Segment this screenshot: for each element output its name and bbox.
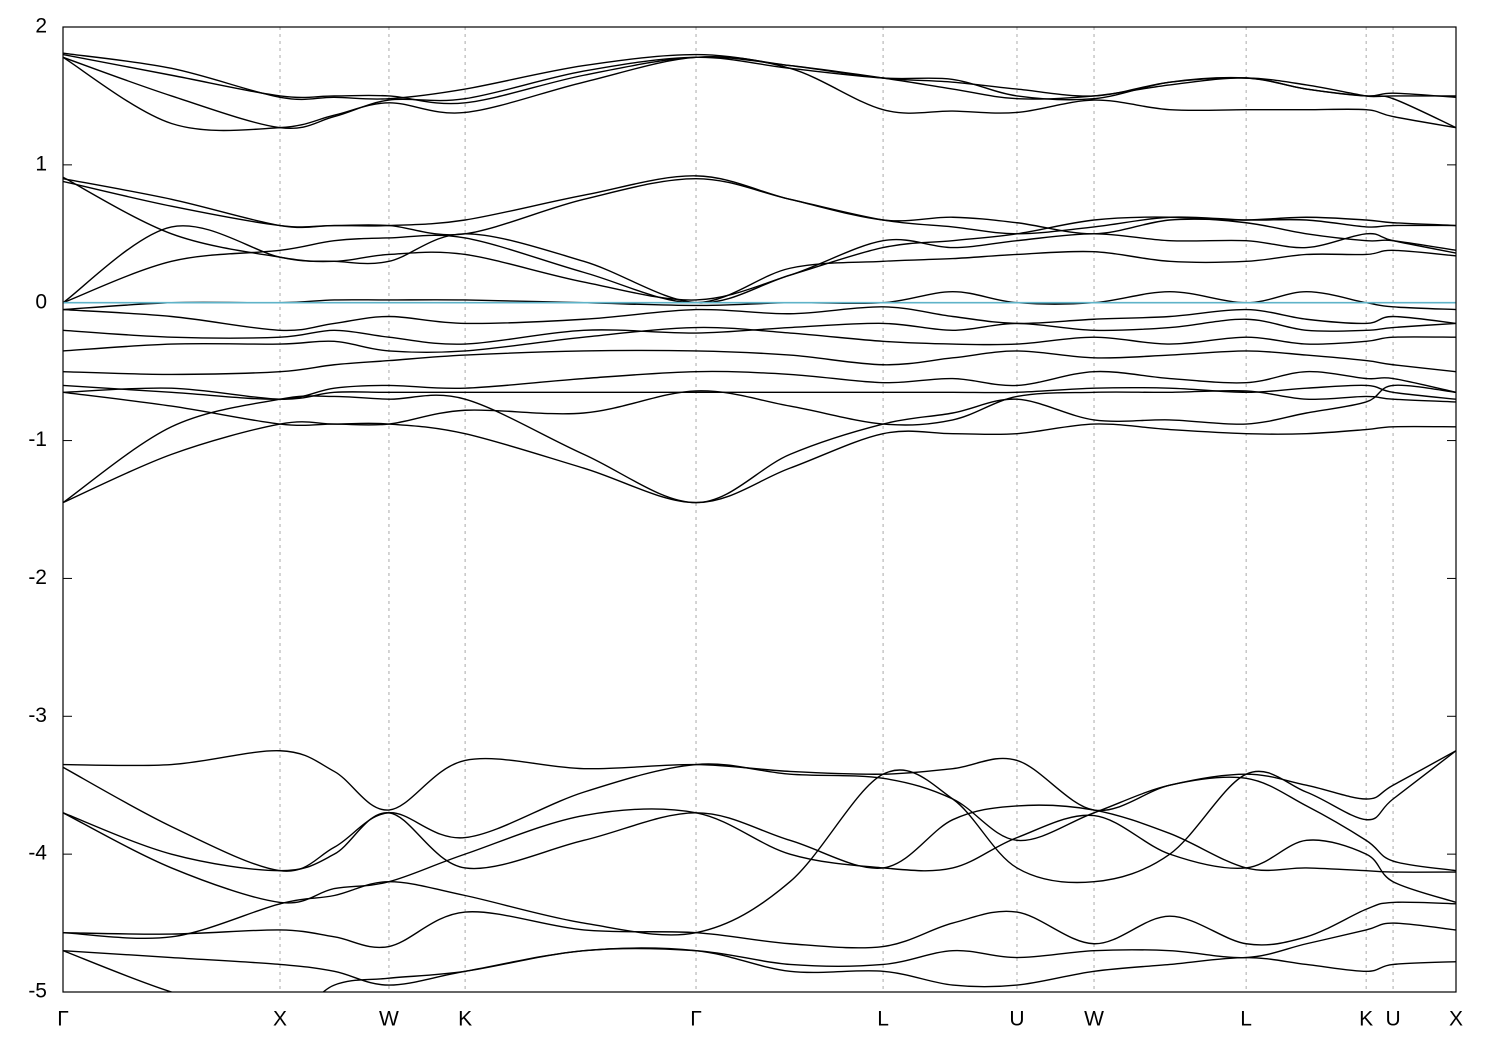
band-line <box>63 947 1456 992</box>
plot-area <box>63 52 1456 992</box>
band-line <box>63 384 1456 400</box>
band-line <box>63 56 1456 130</box>
x-tick-label: L <box>1240 1008 1252 1031</box>
x-tick-label: X <box>273 1008 287 1031</box>
x-tick-label: U <box>1009 1008 1024 1031</box>
band-line <box>63 175 1456 235</box>
x-tick-label: W <box>379 1008 399 1031</box>
x-tick-label: U <box>1385 1008 1400 1031</box>
y-tick-label: -4 <box>28 842 47 865</box>
band-line <box>63 922 1456 986</box>
x-tick-label: Γ <box>57 1008 69 1031</box>
plot-frame <box>62 26 1457 993</box>
band-line <box>63 318 1456 345</box>
band-line <box>63 216 1456 304</box>
x-tick-label: W <box>1084 1008 1104 1031</box>
band-line <box>63 349 1456 376</box>
y-tick-label: 2 <box>35 15 47 38</box>
band-line <box>63 750 1456 812</box>
y-tick-label: 1 <box>35 152 47 175</box>
band-line <box>63 56 1456 132</box>
band-line <box>63 370 1456 400</box>
x-tick-label: K <box>458 1008 472 1031</box>
x-tick-label: X <box>1449 1008 1463 1031</box>
band-line <box>63 421 1456 504</box>
band-line <box>63 808 1456 904</box>
band-line <box>63 384 1456 504</box>
band-line <box>63 306 1456 332</box>
band-line <box>63 804 1456 873</box>
y-tick-label: -1 <box>28 428 47 451</box>
band-line <box>63 763 1456 872</box>
y-tick-label: -2 <box>28 566 47 589</box>
x-tick-label: K <box>1359 1008 1373 1031</box>
band-line <box>63 901 1456 949</box>
x-tick-label: Γ <box>690 1008 702 1031</box>
band-line <box>63 52 1456 129</box>
y-tick-label: 0 <box>35 290 47 313</box>
x-tick-label: L <box>877 1008 889 1031</box>
y-tick-label: -5 <box>28 980 47 1003</box>
y-tick-label: -3 <box>28 704 47 727</box>
band-line <box>63 326 1456 354</box>
band-line <box>63 750 1456 940</box>
